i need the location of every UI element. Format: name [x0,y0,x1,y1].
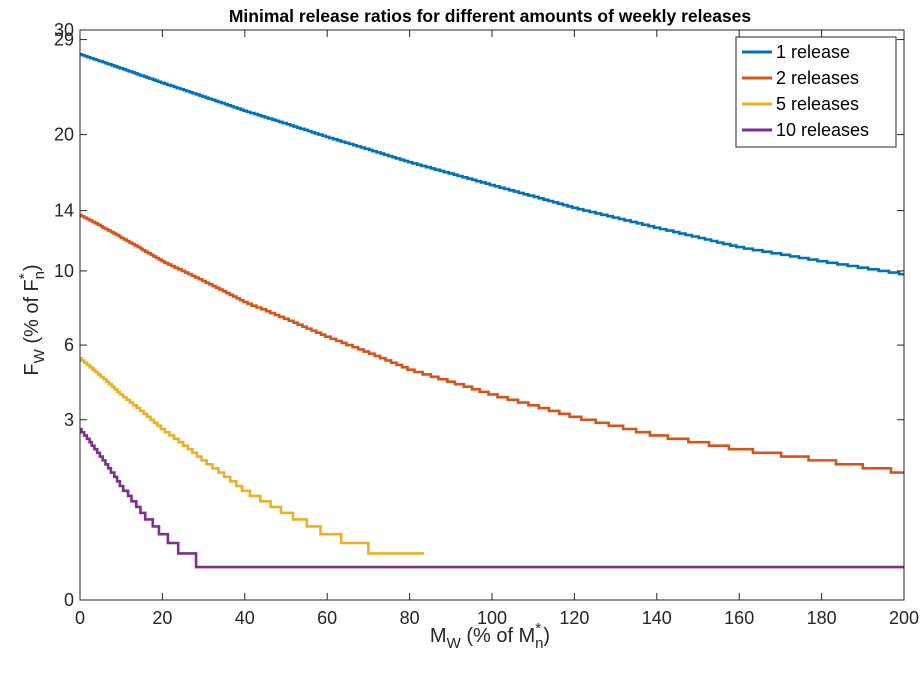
legend-label: 5 releases [776,94,859,114]
y-axis-title-main: F [21,363,43,375]
y-axis-title-middle: (% of F [21,279,43,349]
x-tick-label: 20 [152,608,172,628]
y-tick-label: 20 [54,125,74,145]
x-tick-label: 60 [317,608,337,628]
x-axis-title-subscript: W [447,635,462,652]
y-axis-title: FW (% of F*n) [16,264,48,375]
y-tick-label: 0 [64,590,74,610]
y-tick-label: 30 [54,20,74,40]
x-axis-title-subscript-n: n [535,635,543,652]
x-tick-label: 160 [724,608,754,628]
x-tick-label: 100 [477,608,507,628]
y-tick-label: 29 [54,30,74,50]
y-tick-label: 14 [54,201,74,221]
x-axis-title-superscript: * [535,620,541,637]
x-tick-label: 40 [235,608,255,628]
y-tick-label: 10 [54,261,74,281]
series-line [80,427,904,569]
series-line [80,52,904,276]
x-tick-label: 200 [889,608,919,628]
series-line [80,356,425,555]
y-axis-title-superscript: * [16,273,33,279]
x-tick-label: 0 [75,608,85,628]
chart-title: Minimal release ratios for different amo… [229,6,752,26]
x-axis-ticks: 0 20 40 60 80 100 120 140 160 180 200 [75,30,919,628]
x-axis-title-tail: ) [543,625,550,647]
x-tick-label: 180 [807,608,837,628]
x-axis-title: MW (% of M* n) [430,620,550,652]
legend: 1 release 2 releases 5 releases 10 releases [735,36,897,148]
x-tick-label: 80 [400,608,420,628]
x-axis-title-middle: (% of M [461,625,535,647]
x-tick-label: 140 [642,608,672,628]
series-group [80,52,904,569]
y-axis-title-subscript: W [31,348,48,363]
legend-label: 2 releases [776,68,859,88]
x-tick-label: 120 [559,608,589,628]
x-axis-title-main: M [430,625,447,647]
series-line [80,213,904,474]
y-axis-title-tail: ) [21,264,43,271]
y-tick-label: 3 [64,410,74,430]
legend-label: 1 release [776,42,850,62]
y-axis-title-subscript-n: n [31,271,48,279]
legend-label: 10 releases [776,120,869,140]
y-tick-label: 6 [64,335,74,355]
